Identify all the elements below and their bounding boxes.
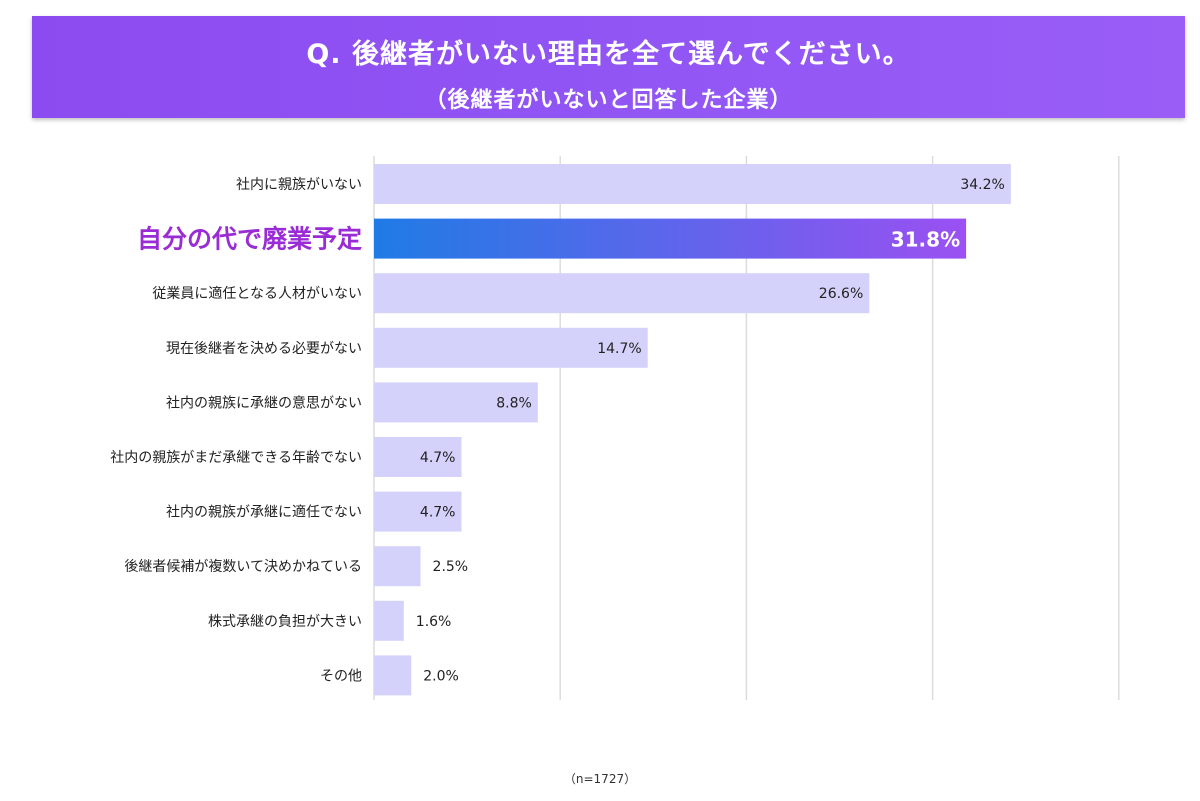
category-label: 後継者候補が複数いて決めかねている [124, 558, 362, 575]
data-label: 1.6% [416, 614, 452, 630]
bar-highlight [374, 218, 967, 259]
category-label: 社内に親族がいない [236, 177, 362, 193]
bar [374, 327, 648, 368]
data-label: 8.8% [496, 395, 532, 411]
data-label: 14.7% [597, 341, 641, 357]
bar [374, 546, 421, 587]
category-label: 自分の代で廃業予定 [137, 225, 362, 254]
data-label: 34.2% [960, 177, 1004, 193]
bar [374, 437, 462, 477]
category-label: 社内の親族が承継に適任でない [166, 504, 362, 521]
bar [374, 273, 870, 314]
chart-title: Q. 後継者がいない理由を全て選んでください。 [306, 39, 911, 70]
bar [374, 491, 462, 532]
bar [374, 164, 1011, 204]
data-label: 2.0% [423, 668, 459, 684]
data-label: 4.7% [420, 450, 456, 466]
chart-header: Q. 後継者がいない理由を全て選んでください。 （後継者がいないと回答した企業） [32, 16, 1185, 118]
category-label: その他 [320, 668, 362, 684]
category-label: 従業員に適任となる人材がいない [152, 285, 362, 302]
category-label: 現在後継者を決める必要がない [166, 341, 362, 357]
sample-size-note: （n=1727） [563, 772, 637, 786]
bar-chart: 社内に親族がいない 34.2% 自分の代で廃業予定 31.8% 従業員に適任となる人材が… [110, 156, 1120, 700]
bar [374, 382, 538, 423]
category-label: 社内の親族に承継の意思がない [166, 394, 362, 411]
bar [374, 600, 404, 641]
chart-subtitle: （後継者がいないと回答した企業） [424, 88, 793, 113]
category-label: 株式承継の負担が大きい [208, 614, 362, 630]
data-label: 26.6% [819, 286, 863, 302]
data-label: 2.5% [433, 559, 469, 575]
data-label: 31.8% [891, 228, 960, 252]
data-label: 4.7% [420, 505, 456, 521]
bar [374, 655, 412, 696]
category-label: 社内の親族がまだ承継できる年齢でない [110, 450, 362, 466]
